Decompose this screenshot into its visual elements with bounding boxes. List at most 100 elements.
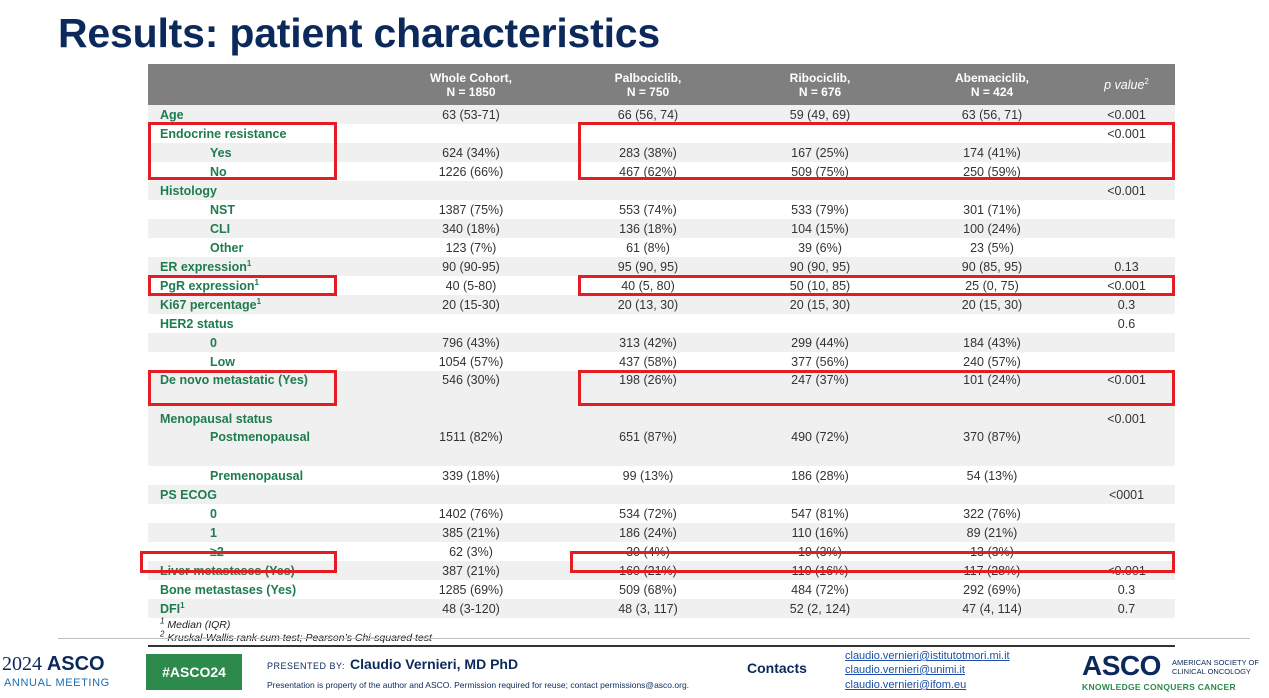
table-row: CLI 340 (18%) 136 (18%) 104 (15%) 100 (24%) [148, 219, 1175, 238]
table-row: HER2 status 0.6 [148, 314, 1175, 333]
table-row: PgR expression1 40 (5-80) 40 (5, 80) 50 (10… [148, 276, 1175, 295]
cell-palbo: 437 (58%) [619, 354, 677, 369]
row-label: Postmenopausal [148, 428, 380, 466]
cell-ribo: 90 (90, 95) [734, 257, 906, 276]
contacts-label: Contacts [747, 660, 807, 676]
cell-palbo: 467 (62%) [619, 164, 677, 179]
table-row: DFI1 48 (3-120) 48 (3, 117) 52 (2, 124) 47 (… [148, 599, 1175, 618]
row-label: No [210, 164, 227, 179]
cell-palbo: 40 (5, 80) [621, 278, 675, 293]
row-label: Yes [148, 143, 380, 162]
cell-abema: 100 (24%) [906, 219, 1078, 238]
cell-p: 0.7 [1078, 599, 1175, 618]
table-row: Menopausal status <0.001 [148, 409, 1175, 428]
table-header-row: Whole Cohort, N = 1850 Palbociclib, N = 75… [148, 64, 1175, 105]
cell-whole [380, 124, 562, 143]
cell-p [1078, 162, 1175, 181]
cell-whole: 1054 (57%) [438, 354, 504, 369]
cell-ribo: 50 (10, 85) [789, 278, 851, 293]
cell-whole [380, 181, 562, 200]
row-label: Other [210, 240, 244, 255]
email-link-3[interactable]: claudio.vernieri@ifom.eu [845, 679, 967, 691]
cell-p [1078, 542, 1175, 561]
cell-palbo: 198 (26%) [562, 371, 734, 409]
cell-abema: 301 (71%) [963, 202, 1021, 217]
cell-abema: 20 (15, 30) [906, 295, 1078, 314]
cell-abema: 23 (5%) [970, 240, 1014, 255]
cell-abema: 47 (4, 114) [906, 599, 1078, 618]
footnote-row: 1 Median (IQR) [148, 617, 1175, 632]
table-row: PS ECOG <0001 [148, 485, 1175, 504]
cell-palbo: 534 (72%) [619, 506, 677, 521]
cell-p [1078, 333, 1175, 352]
row-label: Histology [148, 181, 380, 200]
cell-ribo: 377 (56%) [791, 354, 849, 369]
cell-abema: 54 (13%) [966, 468, 1018, 483]
presenter-name: Claudio Vernieri, MD PhD [350, 656, 519, 672]
cell-p: <0.001 [1078, 371, 1175, 409]
cell-abema: 250 (59%) [963, 164, 1021, 179]
cell-ribo: 186 (28%) [791, 468, 849, 483]
footer-divider [58, 638, 1250, 639]
row-label: NST [210, 202, 235, 217]
cell-abema: 13 (3%) [970, 544, 1014, 559]
cell-palbo: 509 (68%) [619, 582, 677, 597]
cell-palbo: 136 (18%) [562, 219, 734, 238]
cell-palbo [562, 124, 734, 143]
row-label: PgR expression1 [160, 277, 259, 293]
asco-meeting-logo: 2024 ASCO [2, 653, 105, 675]
cell-p: <0.001 [1078, 561, 1175, 580]
asco-tagline: KNOWLEDGE CONQUERS CANCER [1082, 682, 1236, 692]
email-link-1[interactable]: claudio.vernieri@istitutotmori.mi.it [845, 650, 1010, 662]
cell-ribo: 20 (15, 30) [734, 295, 906, 314]
cell-whole [380, 409, 562, 428]
cell-palbo: 313 (42%) [562, 333, 734, 352]
cell-whole: 1387 (75%) [438, 202, 504, 217]
cell-ribo [734, 485, 906, 504]
cell-p: 0.3 [1078, 295, 1175, 314]
cell-abema [906, 181, 1078, 200]
cell-ribo: 104 (15%) [734, 219, 906, 238]
cell-p [1078, 238, 1175, 257]
cell-whole: 796 (43%) [380, 333, 562, 352]
cell-ribo: 19 (3%) [798, 544, 842, 559]
row-label: Age [148, 105, 380, 124]
cell-p [1078, 523, 1175, 542]
row-label: Liver metastases (Yes) [148, 561, 380, 580]
row-label: ER expression1 [148, 257, 380, 276]
cell-palbo: 553 (74%) [619, 202, 677, 217]
asco-logo: ASCO [1082, 650, 1161, 681]
cell-whole: 340 (18%) [380, 219, 562, 238]
row-label: Bone metastases (Yes) [160, 582, 297, 597]
cell-palbo: 48 (3, 117) [562, 599, 734, 618]
table-row: Histology <0.001 [148, 181, 1175, 200]
cell-whole: 40 (5-80) [445, 278, 497, 293]
table-row: Premenopausal 339 (18%) 99 (13%) 186 (28%) 5… [148, 466, 1175, 485]
cell-ribo: 547 (81%) [791, 506, 849, 521]
table-row: 0 796 (43%) 313 (42%) 299 (44%) 184 (43%) [148, 333, 1175, 352]
cell-p: 0.13 [1078, 257, 1175, 276]
cell-p: <0.001 [1078, 409, 1175, 428]
cell-ribo [734, 181, 906, 200]
cell-palbo: 651 (87%) [562, 428, 734, 466]
email-link-2[interactable]: claudio.vernieri@unimi.it [845, 664, 965, 676]
cell-whole: 624 (34%) [380, 143, 562, 162]
row-label: De novo metastatic (Yes) [148, 371, 380, 409]
row-label: Premenopausal [210, 468, 304, 483]
cell-whole: 387 (21%) [380, 561, 562, 580]
table-row: Ki67 percentage1 20 (15-30) 20 (13, 30) 20 … [148, 295, 1175, 314]
footnote-row: 2 Kruskal-Wallis rank sum test; Pearson’… [148, 630, 1175, 647]
cell-ribo [734, 409, 906, 428]
cell-p [1078, 504, 1175, 523]
cell-abema: 101 (24%) [906, 371, 1078, 409]
cell-palbo: 186 (24%) [562, 523, 734, 542]
cell-ribo: 59 (49, 69) [734, 105, 906, 124]
header-ribociclib: Ribociclib, N = 676 [734, 64, 906, 105]
cell-ribo: 509 (75%) [791, 164, 849, 179]
cell-ribo: 110 (16%) [734, 561, 906, 580]
cell-whole: 20 (15-30) [380, 295, 562, 314]
cell-ribo: 110 (16%) [734, 523, 906, 542]
row-label: DFI1 [148, 599, 380, 618]
row-label: Ki67 percentage1 [148, 295, 380, 314]
row-label: 0 [210, 506, 217, 521]
